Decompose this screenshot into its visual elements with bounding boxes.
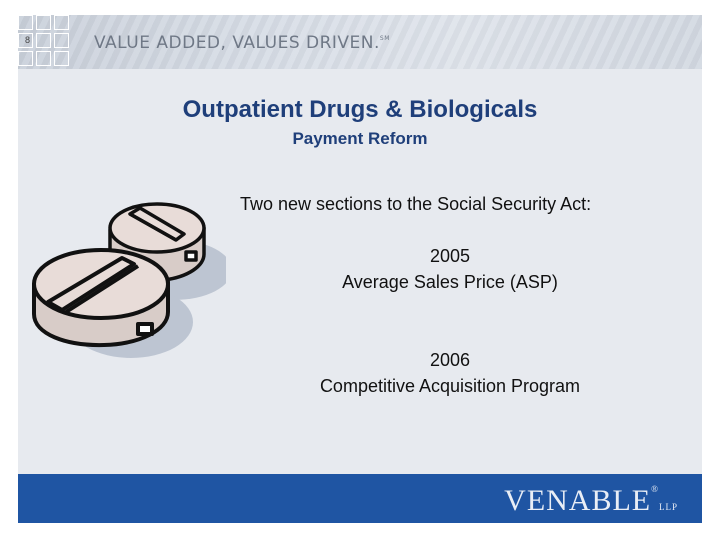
item-year: 2006 — [429, 350, 471, 370]
slide-footer: VENABLE® LLP — [18, 474, 702, 523]
item-year: 2005 — [429, 246, 471, 266]
tagline-text: VALUE ADDED, VALUES DRIVEN. — [94, 33, 380, 53]
front-pill-icon — [32, 248, 170, 348]
logo-text: VENABLE — [504, 484, 652, 517]
logo-registered-mark: ® — [651, 484, 659, 494]
tagline: VALUE ADDED, VALUES DRIVEN.SM — [94, 33, 390, 53]
slide-number: 8 — [24, 35, 30, 45]
pills-icon — [32, 202, 226, 358]
item-cap: 2006 Competitive Acquisition Program — [18, 347, 720, 399]
slide: 8 VALUE ADDED, VALUES DRIVEN.SM Outpatie… — [18, 15, 702, 523]
slide-title: Outpatient Drugs & Biologicals — [182, 96, 538, 123]
item-label: Average Sales Price (ASP) — [342, 272, 558, 292]
header-grid-decoration — [18, 15, 72, 69]
slide-header: 8 VALUE ADDED, VALUES DRIVEN.SM — [18, 15, 702, 69]
item-label: Competitive Acquisition Program — [319, 376, 581, 396]
logo-suffix: LLP — [658, 502, 678, 512]
intro-text: Two new sections to the Social Security … — [240, 194, 592, 214]
item-asp: 2005 Average Sales Price (ASP) — [18, 243, 720, 295]
service-mark: SM — [379, 35, 390, 42]
slide-subtitle: Payment Reform — [292, 129, 428, 148]
venable-logo: VENABLE® LLP — [504, 484, 678, 518]
